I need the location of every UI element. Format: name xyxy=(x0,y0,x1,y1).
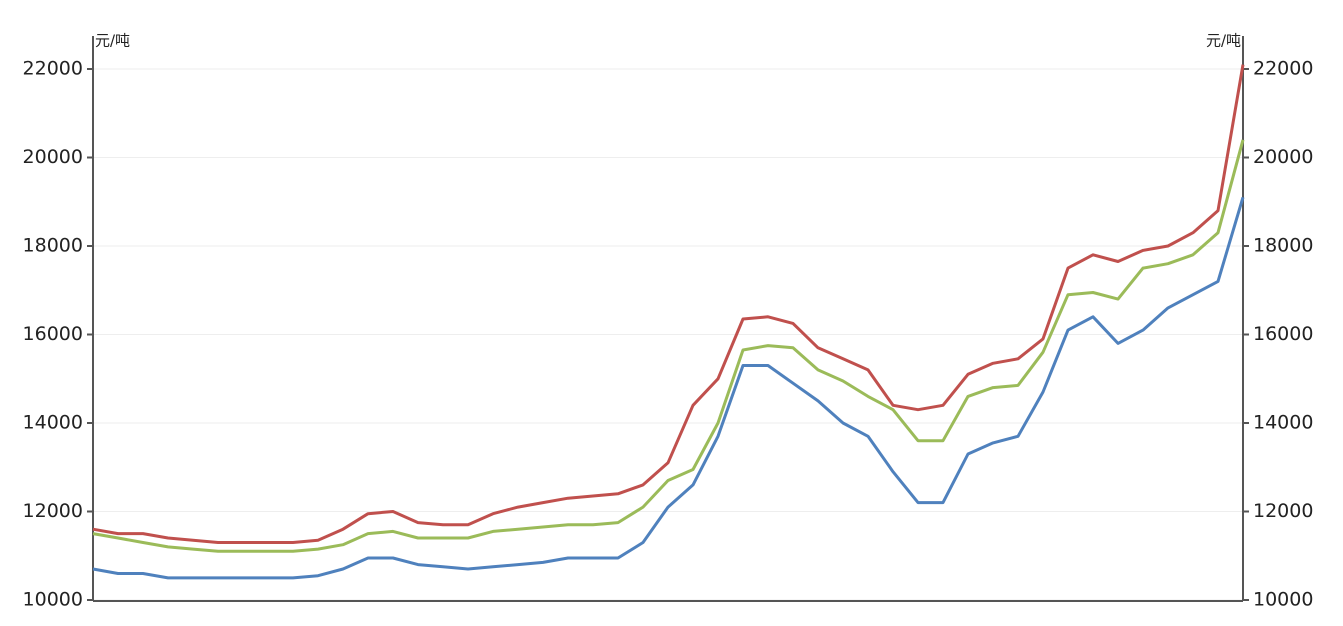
y2-tick-label: 10000 xyxy=(1253,589,1313,611)
series-line xyxy=(92,196,1245,580)
y2-tick-label: 22000 xyxy=(1253,58,1313,80)
y-tick-label: 12000 xyxy=(23,500,83,522)
y-tick-label: 22000 xyxy=(23,58,83,80)
y-tick-label: 14000 xyxy=(23,412,83,434)
y2-tick-label: 14000 xyxy=(1253,412,1313,434)
y2-tick-label: 16000 xyxy=(1253,323,1313,345)
y-tick-label: 16000 xyxy=(23,323,83,345)
y-tick-label: 20000 xyxy=(23,146,83,168)
series-line xyxy=(92,64,1245,544)
y-unit-left: 元/吨 xyxy=(95,32,130,50)
y-tick-label: 18000 xyxy=(23,235,83,257)
y-unit-right: 元/吨 xyxy=(1206,32,1241,50)
y2-tick-label: 20000 xyxy=(1253,146,1313,168)
y-tick-label: 10000 xyxy=(23,589,83,611)
y2-tick-label: 18000 xyxy=(1253,235,1313,257)
series-line xyxy=(92,139,1245,553)
y2-tick-label: 12000 xyxy=(1253,500,1313,522)
